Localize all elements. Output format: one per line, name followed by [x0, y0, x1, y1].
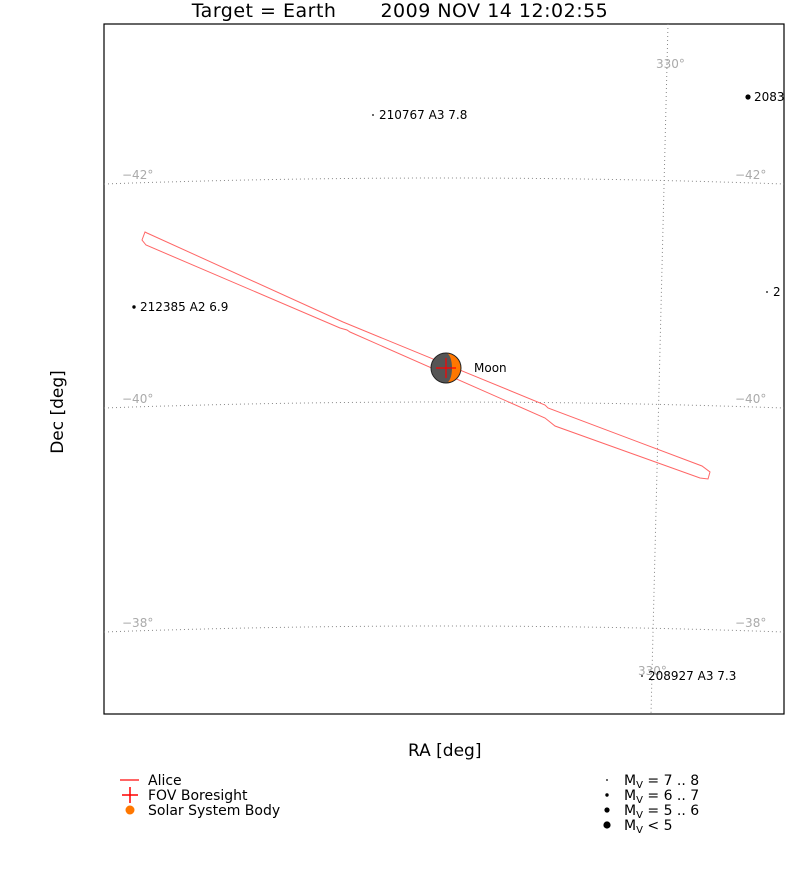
- ra-tick-label: 330°: [656, 57, 685, 71]
- star-marker: [745, 94, 751, 100]
- legend-magnitude-label: MV = 5 .. 6: [624, 803, 699, 821]
- star-label: 212385 A2 6.9: [140, 300, 228, 314]
- legend-left-label: Solar System Body: [148, 803, 280, 819]
- legend-body-dot: [125, 805, 135, 815]
- legend-magnitude-marker: [605, 793, 609, 797]
- moon-rim: [430, 352, 462, 384]
- legend-magnitude-marker: [603, 821, 611, 829]
- legend-magnitude-label: MV < 5: [624, 818, 672, 836]
- star-label: 2083: [754, 90, 785, 104]
- grid-layer: [104, 24, 784, 714]
- plot-frame: [103, 23, 785, 715]
- star-label: 210767 A3 7.8: [379, 108, 467, 122]
- dec-tick-label: −40°: [735, 392, 766, 406]
- chart-title: Target = Earth 2009 NOV 14 12:02:55: [0, 0, 800, 22]
- chart-title-target: Target = Earth: [191, 0, 337, 22]
- legend-magnitude-marker: [604, 807, 610, 813]
- star-marker: [372, 114, 374, 116]
- star-label: 208927 A3 7.3: [648, 669, 736, 683]
- y-axis-label: Dec [deg]: [48, 370, 68, 454]
- dec-tick-label: −38°: [735, 616, 766, 630]
- star-label: 2: [773, 285, 781, 299]
- ra-tick-label: 330°: [638, 664, 667, 678]
- chart-title-timestamp: 2009 NOV 14 12:02:55: [380, 0, 609, 22]
- star-marker: [766, 291, 768, 293]
- legend-left-label: FOV Boresight: [148, 788, 248, 804]
- star-marker: [132, 305, 136, 309]
- x-axis-label: RA [deg]: [408, 741, 482, 761]
- dec-tick-label: −42°: [735, 168, 766, 182]
- dec-tick-label: −38°: [122, 616, 153, 630]
- legend-left-label: Alice: [148, 773, 182, 789]
- dec-tick-label: −40°: [122, 392, 153, 406]
- legend-magnitude-label: MV = 7 .. 8: [624, 773, 699, 791]
- legend-magnitude-label: MV = 6 .. 7: [624, 788, 699, 806]
- fov-outline-alice: [141, 231, 711, 480]
- legend-magnitude-marker: [606, 779, 608, 781]
- moon-label: Moon: [474, 361, 507, 375]
- star-marker: [641, 675, 643, 677]
- dec-grid-line: [104, 625, 784, 633]
- dec-grid-line: [104, 177, 784, 185]
- ra-grid-line: [650, 24, 669, 714]
- dec-grid-line: [104, 401, 784, 409]
- dec-tick-label: −42°: [122, 168, 153, 182]
